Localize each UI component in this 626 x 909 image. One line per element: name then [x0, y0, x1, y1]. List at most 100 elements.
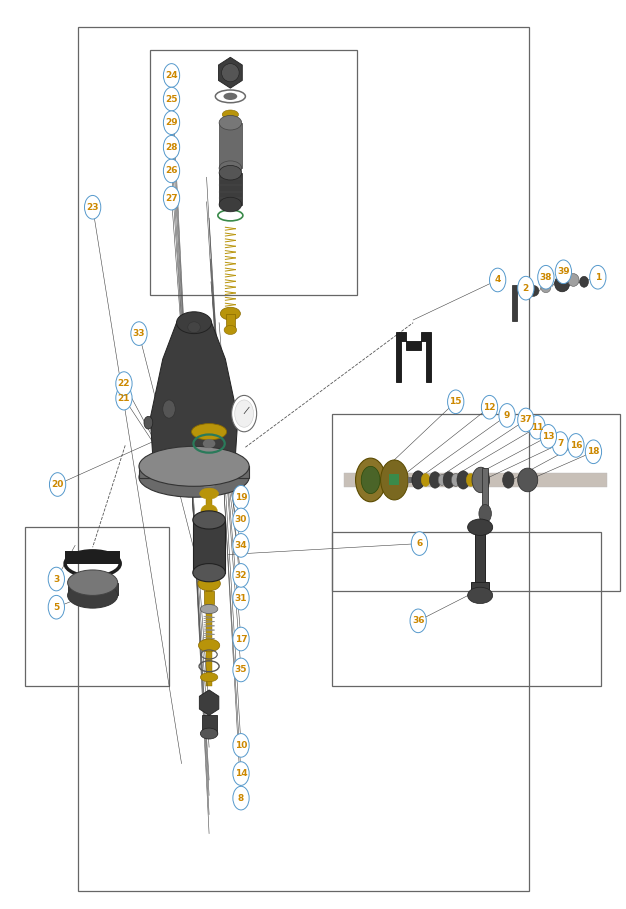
Bar	[482, 468, 488, 514]
Text: 17: 17	[235, 634, 247, 644]
Circle shape	[116, 386, 132, 410]
Circle shape	[518, 408, 534, 432]
Bar	[25, 527, 169, 686]
Text: 14: 14	[235, 769, 247, 778]
Text: 2: 2	[523, 284, 529, 293]
Circle shape	[163, 64, 180, 87]
Text: 9: 9	[504, 411, 510, 420]
Ellipse shape	[198, 576, 220, 591]
Circle shape	[411, 532, 428, 555]
Ellipse shape	[429, 472, 441, 488]
Ellipse shape	[219, 165, 242, 180]
Circle shape	[540, 425, 557, 448]
Circle shape	[448, 390, 464, 414]
Ellipse shape	[466, 474, 475, 486]
Ellipse shape	[139, 457, 249, 497]
Bar	[226, 314, 235, 330]
Text: 16: 16	[570, 441, 582, 450]
Polygon shape	[199, 690, 219, 715]
Text: 30: 30	[235, 515, 247, 524]
Text: 34: 34	[235, 541, 247, 550]
Bar	[150, 50, 357, 295]
Text: 26: 26	[165, 166, 178, 175]
Text: 37: 37	[520, 415, 532, 425]
Circle shape	[233, 762, 249, 785]
Circle shape	[552, 432, 568, 455]
Ellipse shape	[203, 439, 215, 448]
Text: 38: 38	[540, 273, 552, 282]
Ellipse shape	[232, 395, 257, 432]
Text: 5: 5	[53, 603, 59, 612]
Text: 28: 28	[165, 143, 178, 152]
Text: 39: 39	[557, 267, 570, 276]
Text: 36: 36	[412, 616, 424, 625]
Text: 18: 18	[587, 447, 600, 456]
Text: 13: 13	[542, 432, 555, 441]
Text: 31: 31	[235, 594, 247, 603]
Bar	[139, 466, 249, 478]
Bar	[344, 473, 607, 487]
Ellipse shape	[580, 276, 588, 287]
Ellipse shape	[438, 474, 446, 485]
Ellipse shape	[457, 471, 470, 489]
Text: 6: 6	[416, 539, 423, 548]
Text: 21: 21	[118, 394, 130, 403]
Ellipse shape	[200, 728, 218, 739]
Text: 25: 25	[165, 95, 178, 104]
Ellipse shape	[223, 93, 237, 100]
Text: 4: 4	[495, 275, 501, 285]
Ellipse shape	[443, 472, 454, 488]
Ellipse shape	[568, 274, 579, 286]
Polygon shape	[396, 332, 431, 382]
Ellipse shape	[235, 400, 254, 427]
Polygon shape	[150, 323, 238, 465]
Ellipse shape	[518, 468, 538, 492]
Circle shape	[538, 265, 554, 289]
Bar	[68, 583, 118, 595]
Ellipse shape	[468, 519, 493, 535]
Circle shape	[116, 372, 132, 395]
Ellipse shape	[541, 282, 551, 293]
Ellipse shape	[421, 474, 430, 486]
Bar	[219, 173, 242, 205]
Circle shape	[568, 434, 584, 457]
Text: 7: 7	[557, 439, 563, 448]
Bar	[512, 285, 517, 321]
Bar	[471, 582, 489, 595]
Circle shape	[481, 395, 498, 419]
Text: 20: 20	[51, 480, 64, 489]
Ellipse shape	[68, 570, 118, 595]
Text: 8: 8	[238, 794, 244, 803]
Circle shape	[410, 609, 426, 633]
Ellipse shape	[193, 564, 225, 582]
Ellipse shape	[381, 460, 408, 500]
Bar	[193, 520, 225, 573]
Text: 23: 23	[86, 203, 99, 212]
Ellipse shape	[224, 325, 237, 335]
Bar	[389, 474, 399, 485]
Circle shape	[529, 415, 545, 439]
Circle shape	[163, 111, 180, 135]
Text: 27: 27	[165, 194, 178, 203]
Ellipse shape	[219, 161, 242, 175]
Circle shape	[233, 586, 249, 610]
Text: 1: 1	[595, 273, 601, 282]
Circle shape	[233, 534, 249, 557]
Ellipse shape	[177, 312, 212, 334]
Text: 32: 32	[235, 571, 247, 580]
Ellipse shape	[192, 424, 227, 440]
Circle shape	[163, 186, 180, 210]
Circle shape	[163, 159, 180, 183]
Circle shape	[518, 276, 534, 300]
Circle shape	[233, 485, 249, 509]
Bar	[475, 527, 485, 582]
Ellipse shape	[220, 307, 240, 320]
Text: 22: 22	[118, 379, 130, 388]
Circle shape	[233, 734, 249, 757]
Circle shape	[48, 595, 64, 619]
Circle shape	[233, 508, 249, 532]
Ellipse shape	[219, 197, 242, 212]
Ellipse shape	[198, 639, 220, 652]
Circle shape	[49, 473, 66, 496]
Ellipse shape	[219, 115, 242, 130]
